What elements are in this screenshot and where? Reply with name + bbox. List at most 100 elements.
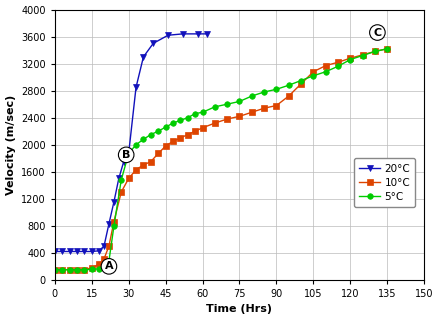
5°C [335, 64, 340, 68]
5°C [177, 118, 183, 122]
10°C [60, 268, 65, 272]
10°C [155, 152, 160, 156]
10°C [298, 82, 303, 86]
5°C [249, 94, 254, 98]
5°C [148, 133, 153, 137]
5°C [101, 264, 106, 268]
10°C [133, 168, 138, 172]
5°C [199, 110, 205, 114]
10°C [185, 133, 190, 137]
10°C [199, 126, 205, 130]
20°C [89, 250, 94, 253]
5°C [74, 268, 79, 272]
5°C [170, 121, 175, 125]
5°C [310, 74, 315, 78]
10°C [273, 104, 279, 108]
10°C [347, 56, 352, 60]
5°C [273, 87, 279, 91]
Line: 5°C: 5°C [52, 46, 389, 273]
5°C [155, 129, 160, 133]
5°C [224, 102, 229, 106]
5°C [298, 79, 303, 83]
Text: B: B [122, 150, 130, 160]
10°C [286, 94, 291, 98]
20°C [96, 249, 102, 253]
5°C [52, 268, 57, 272]
10°C [322, 64, 328, 68]
5°C [162, 125, 168, 129]
10°C [101, 257, 106, 261]
10°C [74, 268, 79, 272]
X-axis label: Time (Hrs): Time (Hrs) [206, 304, 272, 315]
5°C [322, 70, 328, 74]
5°C [185, 116, 190, 120]
5°C [133, 143, 138, 147]
10°C [162, 144, 168, 148]
5°C [67, 268, 72, 272]
20°C [81, 250, 87, 253]
20°C [126, 152, 131, 156]
5°C [384, 47, 389, 51]
20°C [52, 250, 57, 253]
5°C [237, 100, 242, 103]
10°C [141, 163, 146, 167]
5°C [118, 178, 124, 182]
Text: A: A [104, 261, 113, 271]
20°C [121, 160, 126, 164]
10°C [261, 106, 266, 110]
Legend: 20°C, 10°C, 5°C: 20°C, 10°C, 5°C [353, 158, 414, 207]
5°C [261, 90, 266, 94]
10°C [96, 262, 102, 266]
5°C [106, 259, 111, 263]
20°C [60, 250, 65, 253]
Text: C: C [372, 28, 381, 37]
10°C [237, 115, 242, 118]
5°C [111, 225, 116, 228]
20°C [141, 55, 146, 59]
5°C [81, 268, 87, 272]
5°C [286, 83, 291, 87]
5°C [89, 268, 94, 271]
Line: 20°C: 20°C [52, 31, 210, 254]
10°C [148, 160, 153, 164]
10°C [106, 244, 111, 248]
Line: 10°C: 10°C [52, 46, 389, 273]
5°C [212, 105, 217, 109]
10°C [249, 110, 254, 114]
20°C [106, 222, 111, 226]
10°C [310, 70, 315, 74]
10°C [371, 50, 377, 53]
10°C [335, 60, 340, 64]
5°C [192, 112, 198, 116]
20°C [116, 177, 121, 180]
10°C [192, 129, 198, 133]
20°C [194, 32, 200, 36]
10°C [81, 268, 87, 272]
10°C [126, 177, 131, 180]
5°C [347, 58, 352, 61]
20°C [133, 85, 138, 89]
10°C [224, 117, 229, 121]
20°C [74, 250, 79, 253]
10°C [177, 136, 183, 140]
20°C [67, 250, 72, 253]
Y-axis label: Velocity (m/sec): Velocity (m/sec) [6, 95, 15, 195]
20°C [165, 33, 170, 37]
20°C [150, 41, 155, 45]
20°C [205, 32, 210, 36]
10°C [67, 268, 72, 272]
10°C [118, 190, 124, 194]
20°C [111, 200, 116, 204]
10°C [359, 53, 364, 57]
10°C [170, 140, 175, 143]
10°C [212, 121, 217, 125]
5°C [96, 267, 102, 271]
20°C [101, 244, 106, 248]
10°C [89, 266, 94, 270]
10°C [52, 268, 57, 272]
5°C [126, 152, 131, 156]
10°C [384, 47, 389, 51]
5°C [371, 50, 377, 53]
5°C [141, 137, 146, 141]
5°C [60, 268, 65, 272]
